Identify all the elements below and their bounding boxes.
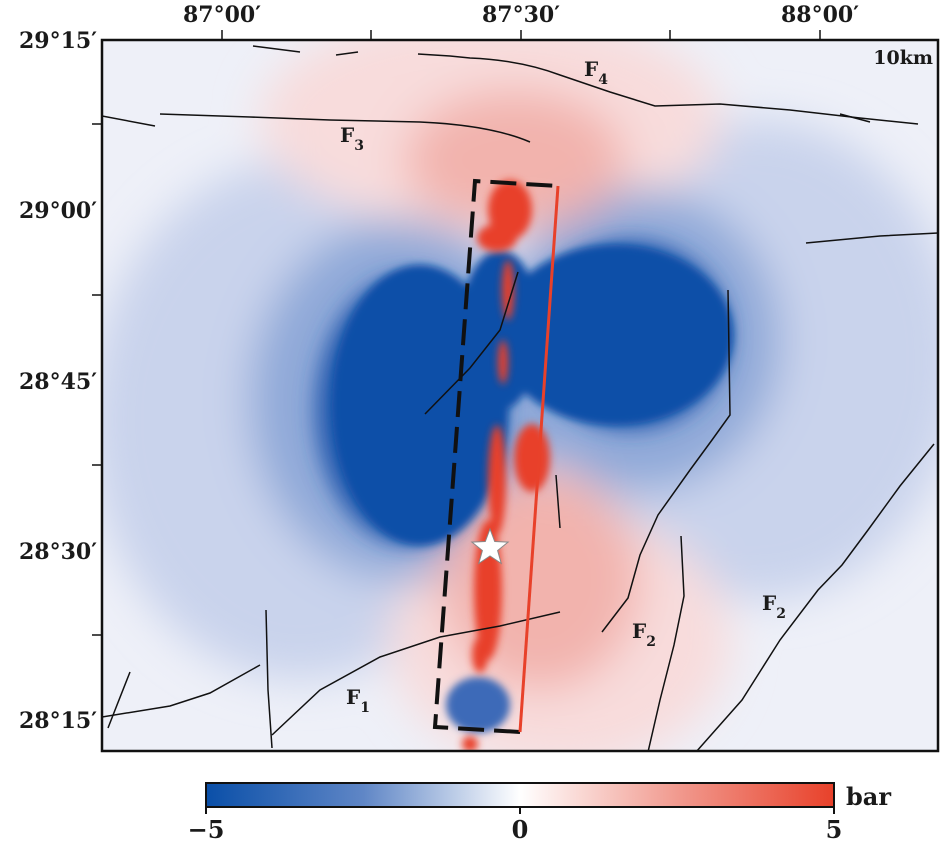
fault-trace (424, 271, 519, 415)
fault-trace (159, 113, 531, 143)
map-frame (100, 38, 940, 753)
colorbar: −5 0 5 bar (188, 782, 891, 842)
colorbar-max-label: 5 (826, 815, 843, 842)
fault-trace (839, 113, 871, 123)
fault-trace (417, 53, 919, 125)
colorbar-min-label: −5 (188, 815, 225, 842)
fault-trace (252, 45, 301, 53)
fault-label-f3: F3 (340, 123, 364, 154)
fault-trace (107, 671, 131, 729)
fault-trace (647, 535, 685, 751)
colorbar-unit-label: bar (846, 782, 891, 811)
lon-label: 87°30′ (482, 2, 560, 28)
rupture-surface-trace (518, 185, 560, 733)
fault-label-f1: F1 (346, 685, 370, 716)
star-icon (470, 527, 510, 565)
fault-trace (555, 474, 561, 529)
lat-label: 28°15′ (19, 708, 97, 734)
fault-lines (102, 45, 938, 751)
fault-label-f2-west: F2 (632, 619, 656, 650)
fault-label-f4: F4 (584, 57, 608, 88)
lat-label: 28°30′ (19, 539, 97, 565)
fault-trace (271, 611, 561, 736)
axis-ticks (92, 30, 821, 636)
lat-label: 29°00′ (19, 198, 97, 224)
colorbar-mid-label: 0 (512, 815, 529, 842)
lon-label: 87°00′ (183, 2, 261, 28)
rupture-dashed-edge (432, 178, 559, 734)
fault-labels: F1 F2 F2 F3 F4 (340, 57, 786, 716)
lat-label: 29°15′ (19, 28, 97, 54)
stress-field (102, 40, 938, 751)
fault-trace (601, 289, 731, 633)
lat-label: 28°45′ (19, 369, 97, 395)
fault-trace (102, 664, 261, 718)
fault-label-f2-east: F2 (762, 591, 786, 622)
fault-trace (805, 232, 938, 244)
fault-trace (102, 115, 156, 127)
fault-plane-outline (432, 178, 560, 734)
fault-trace (335, 51, 359, 56)
depth-label: 10km (873, 47, 933, 69)
fault-trace (265, 609, 273, 749)
longitude-labels: 87°00′ 87°30′ 88°00′ (183, 2, 859, 28)
latitude-labels: 29°15′ 29°00′ 28°45′ 28°30′ 28°15′ (19, 28, 97, 734)
fault-trace (695, 443, 935, 751)
lon-label: 88°00′ (781, 2, 859, 28)
colorbar-gradient (205, 782, 835, 808)
